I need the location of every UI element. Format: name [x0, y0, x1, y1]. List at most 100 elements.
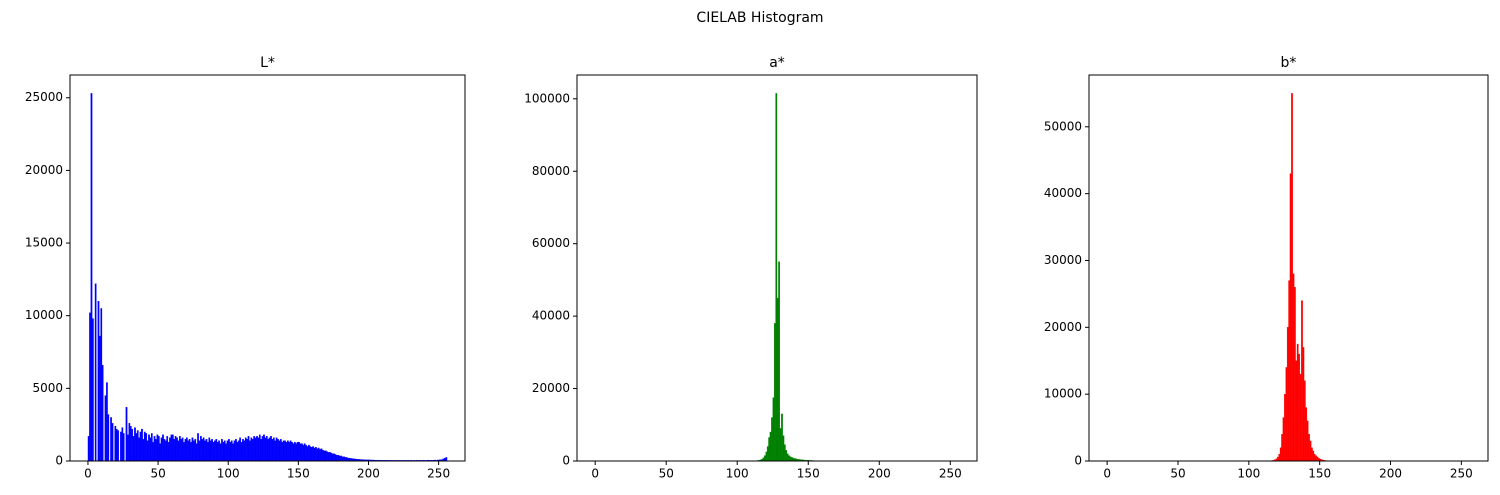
bar	[782, 435, 785, 462]
bar	[1296, 343, 1299, 462]
bar	[87, 436, 90, 462]
bar	[120, 431, 122, 462]
bar	[1284, 394, 1286, 462]
bar	[343, 456, 345, 462]
bar	[783, 444, 786, 462]
bar	[212, 441, 215, 462]
y-tick-label: 20000	[25, 163, 63, 177]
bar	[190, 441, 192, 462]
bar	[216, 441, 219, 462]
bar	[289, 440, 292, 462]
bar	[301, 443, 303, 462]
bar	[148, 434, 150, 462]
bar	[121, 427, 124, 462]
bar	[284, 440, 286, 462]
bar	[162, 434, 164, 462]
y-tick-label: 5000	[32, 381, 63, 395]
bar	[90, 93, 93, 462]
bar	[295, 443, 298, 462]
bar	[193, 440, 195, 462]
x-tick-label: 50	[659, 467, 674, 481]
bar	[257, 437, 260, 462]
bar	[1309, 440, 1312, 462]
bar	[310, 447, 313, 462]
bar	[768, 437, 771, 462]
bar	[107, 414, 110, 462]
bar	[178, 436, 181, 462]
bar	[1288, 280, 1291, 462]
bar	[125, 407, 128, 462]
bar	[219, 443, 222, 462]
bar	[771, 417, 773, 462]
bar	[258, 434, 261, 462]
bar	[163, 439, 166, 462]
bar	[789, 456, 792, 462]
axes-frame	[1088, 74, 1489, 462]
bar	[296, 441, 299, 462]
bar	[344, 457, 347, 462]
bar	[788, 455, 790, 462]
x-tick-label: 0	[591, 467, 599, 481]
bar	[198, 440, 201, 462]
bar	[315, 447, 317, 462]
bar	[197, 433, 199, 462]
y-tick-label: 50000	[1044, 119, 1082, 133]
bar	[317, 447, 320, 462]
bar	[143, 431, 146, 462]
bar	[229, 441, 232, 462]
bar	[326, 451, 328, 462]
bar	[191, 437, 194, 462]
bar	[1306, 420, 1309, 462]
bar	[774, 323, 776, 462]
x-tick-label: 200	[357, 467, 380, 481]
bar	[129, 425, 132, 462]
bar	[99, 335, 101, 462]
x-tick-label: 250	[427, 467, 450, 481]
bar	[157, 436, 160, 462]
bar	[285, 441, 288, 462]
bar	[215, 439, 218, 462]
bar	[312, 446, 314, 462]
bar	[242, 439, 244, 462]
y-tick-label: 0	[55, 454, 63, 468]
bar	[183, 441, 185, 462]
bar	[188, 439, 191, 462]
bar	[340, 455, 342, 462]
bar	[209, 440, 212, 462]
x-tick-label: 0	[84, 467, 92, 481]
bar	[138, 437, 141, 462]
bar	[1313, 454, 1316, 462]
bar	[305, 444, 307, 462]
bar	[232, 443, 234, 462]
bar	[331, 453, 334, 462]
bar	[155, 439, 157, 462]
bar	[122, 433, 125, 462]
bar	[205, 439, 208, 462]
bar	[337, 455, 340, 462]
bar	[785, 449, 788, 462]
bar	[134, 427, 136, 462]
bar	[292, 443, 295, 462]
bar	[149, 437, 152, 462]
bar	[327, 452, 330, 462]
bar	[1278, 454, 1281, 462]
y-tick-label: 20000	[1044, 320, 1082, 334]
bar	[1286, 327, 1289, 462]
bar	[769, 431, 772, 462]
bar	[177, 440, 180, 462]
bar	[1311, 447, 1313, 462]
x-tick-label: 250	[1450, 467, 1473, 481]
bar	[445, 457, 448, 462]
bar	[299, 443, 302, 462]
y-tick-label: 100000	[524, 91, 570, 105]
bar	[246, 439, 249, 462]
bar	[268, 437, 271, 462]
bar	[237, 440, 240, 462]
bar	[207, 441, 209, 462]
bar	[322, 449, 324, 462]
bar	[1285, 367, 1288, 462]
axes-frame	[576, 74, 978, 462]
bar	[334, 454, 337, 462]
x-tick-label: 150	[287, 467, 310, 481]
